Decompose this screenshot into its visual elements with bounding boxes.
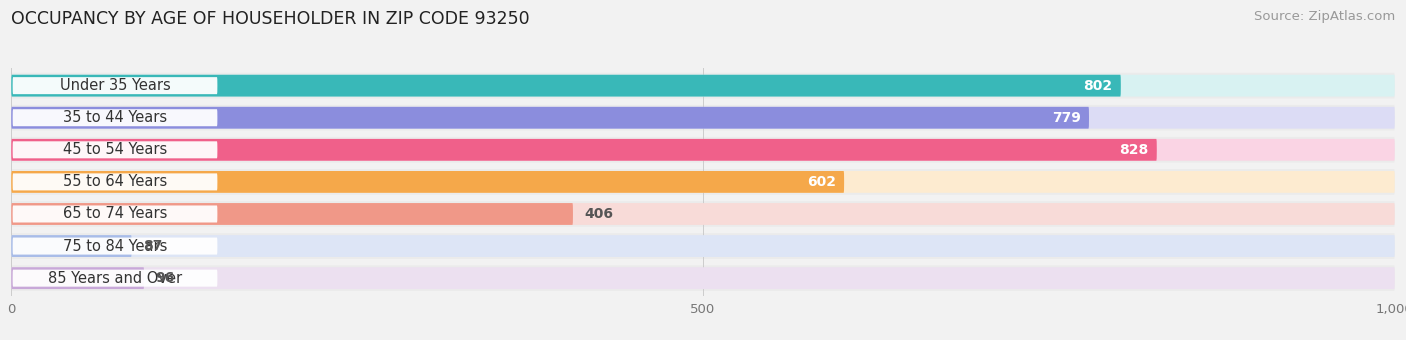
FancyBboxPatch shape [11,203,574,225]
FancyBboxPatch shape [11,169,1395,195]
Text: 779: 779 [1052,111,1081,125]
FancyBboxPatch shape [11,267,1395,289]
FancyBboxPatch shape [13,270,218,287]
Text: 35 to 44 Years: 35 to 44 Years [63,110,167,125]
FancyBboxPatch shape [11,171,1395,193]
Text: 75 to 84 Years: 75 to 84 Years [63,239,167,254]
Text: 602: 602 [807,175,835,189]
FancyBboxPatch shape [11,139,1395,161]
FancyBboxPatch shape [11,201,1395,227]
FancyBboxPatch shape [11,233,1395,259]
FancyBboxPatch shape [11,265,1395,291]
Text: 406: 406 [583,207,613,221]
FancyBboxPatch shape [13,141,218,158]
Text: OCCUPANCY BY AGE OF HOUSEHOLDER IN ZIP CODE 93250: OCCUPANCY BY AGE OF HOUSEHOLDER IN ZIP C… [11,10,530,28]
FancyBboxPatch shape [11,235,132,257]
FancyBboxPatch shape [11,235,1395,257]
FancyBboxPatch shape [11,75,1121,97]
FancyBboxPatch shape [13,238,218,255]
FancyBboxPatch shape [11,105,1395,131]
FancyBboxPatch shape [13,77,218,94]
FancyBboxPatch shape [13,173,218,190]
FancyBboxPatch shape [11,137,1395,163]
Text: Source: ZipAtlas.com: Source: ZipAtlas.com [1254,10,1395,23]
FancyBboxPatch shape [11,75,1395,97]
FancyBboxPatch shape [11,107,1395,129]
FancyBboxPatch shape [11,267,143,289]
FancyBboxPatch shape [11,171,844,193]
Text: 802: 802 [1084,79,1112,92]
FancyBboxPatch shape [11,203,1395,225]
FancyBboxPatch shape [13,205,218,222]
Text: 85 Years and Over: 85 Years and Over [48,271,181,286]
FancyBboxPatch shape [11,139,1157,161]
Text: 55 to 64 Years: 55 to 64 Years [63,174,167,189]
Text: Under 35 Years: Under 35 Years [59,78,170,93]
FancyBboxPatch shape [11,107,1090,129]
FancyBboxPatch shape [13,109,218,126]
FancyBboxPatch shape [11,73,1395,99]
Text: 45 to 54 Years: 45 to 54 Years [63,142,167,157]
Text: 65 to 74 Years: 65 to 74 Years [63,206,167,221]
Text: 828: 828 [1119,143,1149,157]
Text: 96: 96 [155,271,174,285]
Text: 87: 87 [142,239,162,253]
